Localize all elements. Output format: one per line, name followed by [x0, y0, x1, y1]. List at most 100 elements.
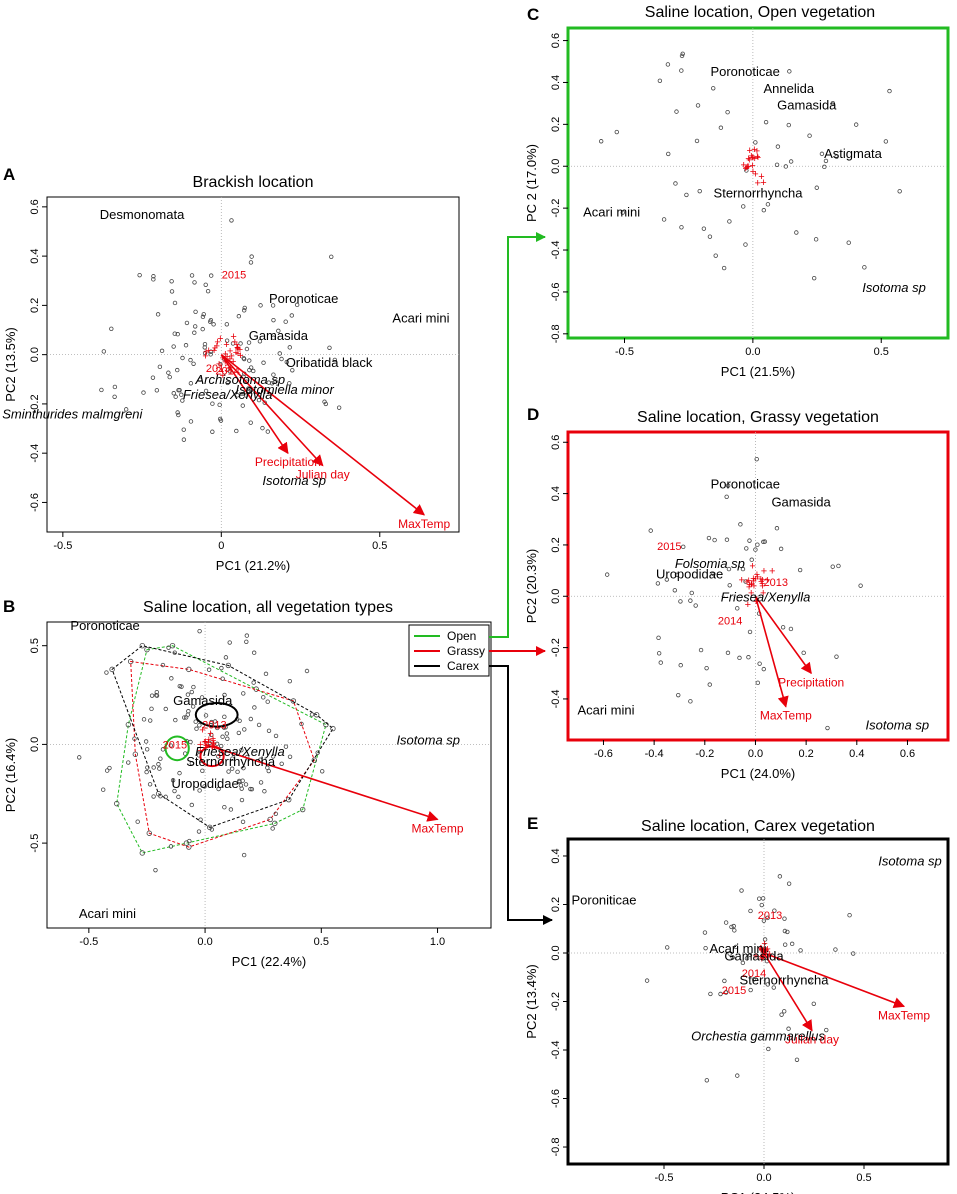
- site-point: [813, 237, 819, 242]
- site-point: [194, 726, 199, 731]
- year-point: +: [750, 573, 756, 585]
- site-point: [761, 918, 767, 923]
- site-point: [186, 709, 191, 714]
- site-point: [798, 948, 803, 953]
- site-point: [160, 662, 166, 668]
- year-point: +: [758, 951, 764, 963]
- site-point: [713, 253, 718, 258]
- site-point: [825, 725, 830, 731]
- year-point: +: [754, 572, 760, 584]
- site-point: [711, 571, 716, 577]
- site-point: [744, 546, 749, 551]
- site-point: [766, 1046, 771, 1052]
- year-point: +: [750, 166, 756, 178]
- year-point: +: [753, 951, 759, 963]
- site-point: [851, 951, 856, 956]
- species-label: Archisotoma sp: [195, 372, 286, 387]
- site-point: [704, 665, 709, 671]
- species-label: Oribatida black: [286, 355, 373, 370]
- site-point: [743, 579, 748, 584]
- site-point: [833, 947, 838, 952]
- chart-title: Saline location, Grassy vegetation: [637, 409, 879, 426]
- site-point: [141, 390, 146, 395]
- site-point: [200, 768, 205, 773]
- x-tick-label: 1.0: [430, 936, 445, 948]
- year-point: +: [763, 944, 769, 956]
- hull-vertex-point: [146, 830, 152, 836]
- site-point: [223, 655, 229, 660]
- site-point: [772, 908, 777, 913]
- site-point: [739, 888, 744, 893]
- year-label: 2015: [222, 269, 246, 281]
- site-point: [157, 364, 163, 370]
- site-point: [814, 185, 819, 190]
- site-point: [323, 401, 329, 407]
- site-point: [163, 706, 168, 712]
- site-point: [187, 838, 192, 844]
- site-point: [260, 425, 265, 431]
- site-point: [754, 456, 759, 462]
- site-point: [774, 162, 780, 168]
- year-point: +: [751, 581, 757, 593]
- year-label: 2013: [763, 577, 787, 589]
- y-tick-label: -0.8: [550, 1138, 562, 1157]
- site-point: [184, 320, 190, 326]
- site-point: [219, 665, 224, 671]
- year-point: +: [220, 370, 226, 382]
- site-point: [819, 151, 825, 157]
- site-point: [77, 755, 82, 760]
- year-point: +: [764, 574, 770, 586]
- site-point: [744, 168, 749, 173]
- site-point: [309, 712, 315, 717]
- site-point: [729, 924, 734, 930]
- site-point: [209, 827, 215, 832]
- panel-e: E Saline location, Carex vegetation -0.5 0.…: [524, 814, 950, 1194]
- year-point: +: [760, 946, 766, 958]
- site-point: [755, 542, 760, 547]
- site-point: [141, 717, 147, 722]
- site-point: [304, 668, 310, 674]
- year-label: 2014: [718, 616, 742, 628]
- site-point: [144, 747, 150, 752]
- site-point: [214, 741, 220, 747]
- site-point: [251, 680, 256, 685]
- site-point: [158, 756, 163, 761]
- site-point: [786, 122, 791, 128]
- site-point: [271, 317, 276, 323]
- year-point: +: [745, 161, 751, 173]
- site-point: [101, 787, 106, 792]
- year-point: +: [214, 336, 220, 348]
- year-point: +: [750, 152, 756, 164]
- legend-label-carex: Carex: [447, 659, 479, 673]
- site-point: [783, 164, 788, 169]
- x-tick-label: 0.5: [372, 540, 387, 552]
- hull-vertex-point: [330, 725, 336, 732]
- site-point: [200, 326, 205, 332]
- site-point: [193, 309, 198, 314]
- site-point: [732, 928, 737, 933]
- confidence-ellipse: [194, 701, 239, 728]
- year-point: +: [234, 339, 240, 351]
- site-point: [688, 699, 693, 704]
- y-tick-label: 0.2: [550, 537, 562, 552]
- site-point: [785, 929, 790, 935]
- site-point: [226, 769, 231, 774]
- year-point: +: [197, 745, 203, 757]
- site-point: [173, 394, 178, 399]
- site-point: [788, 159, 794, 164]
- x-tick-label: 0.0: [748, 748, 763, 760]
- species-label: Poronoticae: [70, 618, 139, 633]
- year-point: +: [742, 163, 748, 175]
- year-point: +: [211, 345, 217, 357]
- site-point: [786, 881, 792, 886]
- hull-vertex-point: [132, 751, 139, 757]
- site-point: [706, 535, 712, 541]
- site-point: [197, 723, 202, 728]
- site-point: [192, 330, 197, 335]
- y-tick-label: -0.2: [29, 394, 41, 413]
- site-point: [733, 944, 739, 950]
- site-point: [276, 328, 281, 334]
- site-point: [182, 715, 187, 720]
- x-axis-label: PC1 (34.5%): [721, 1190, 795, 1194]
- site-point: [235, 393, 240, 398]
